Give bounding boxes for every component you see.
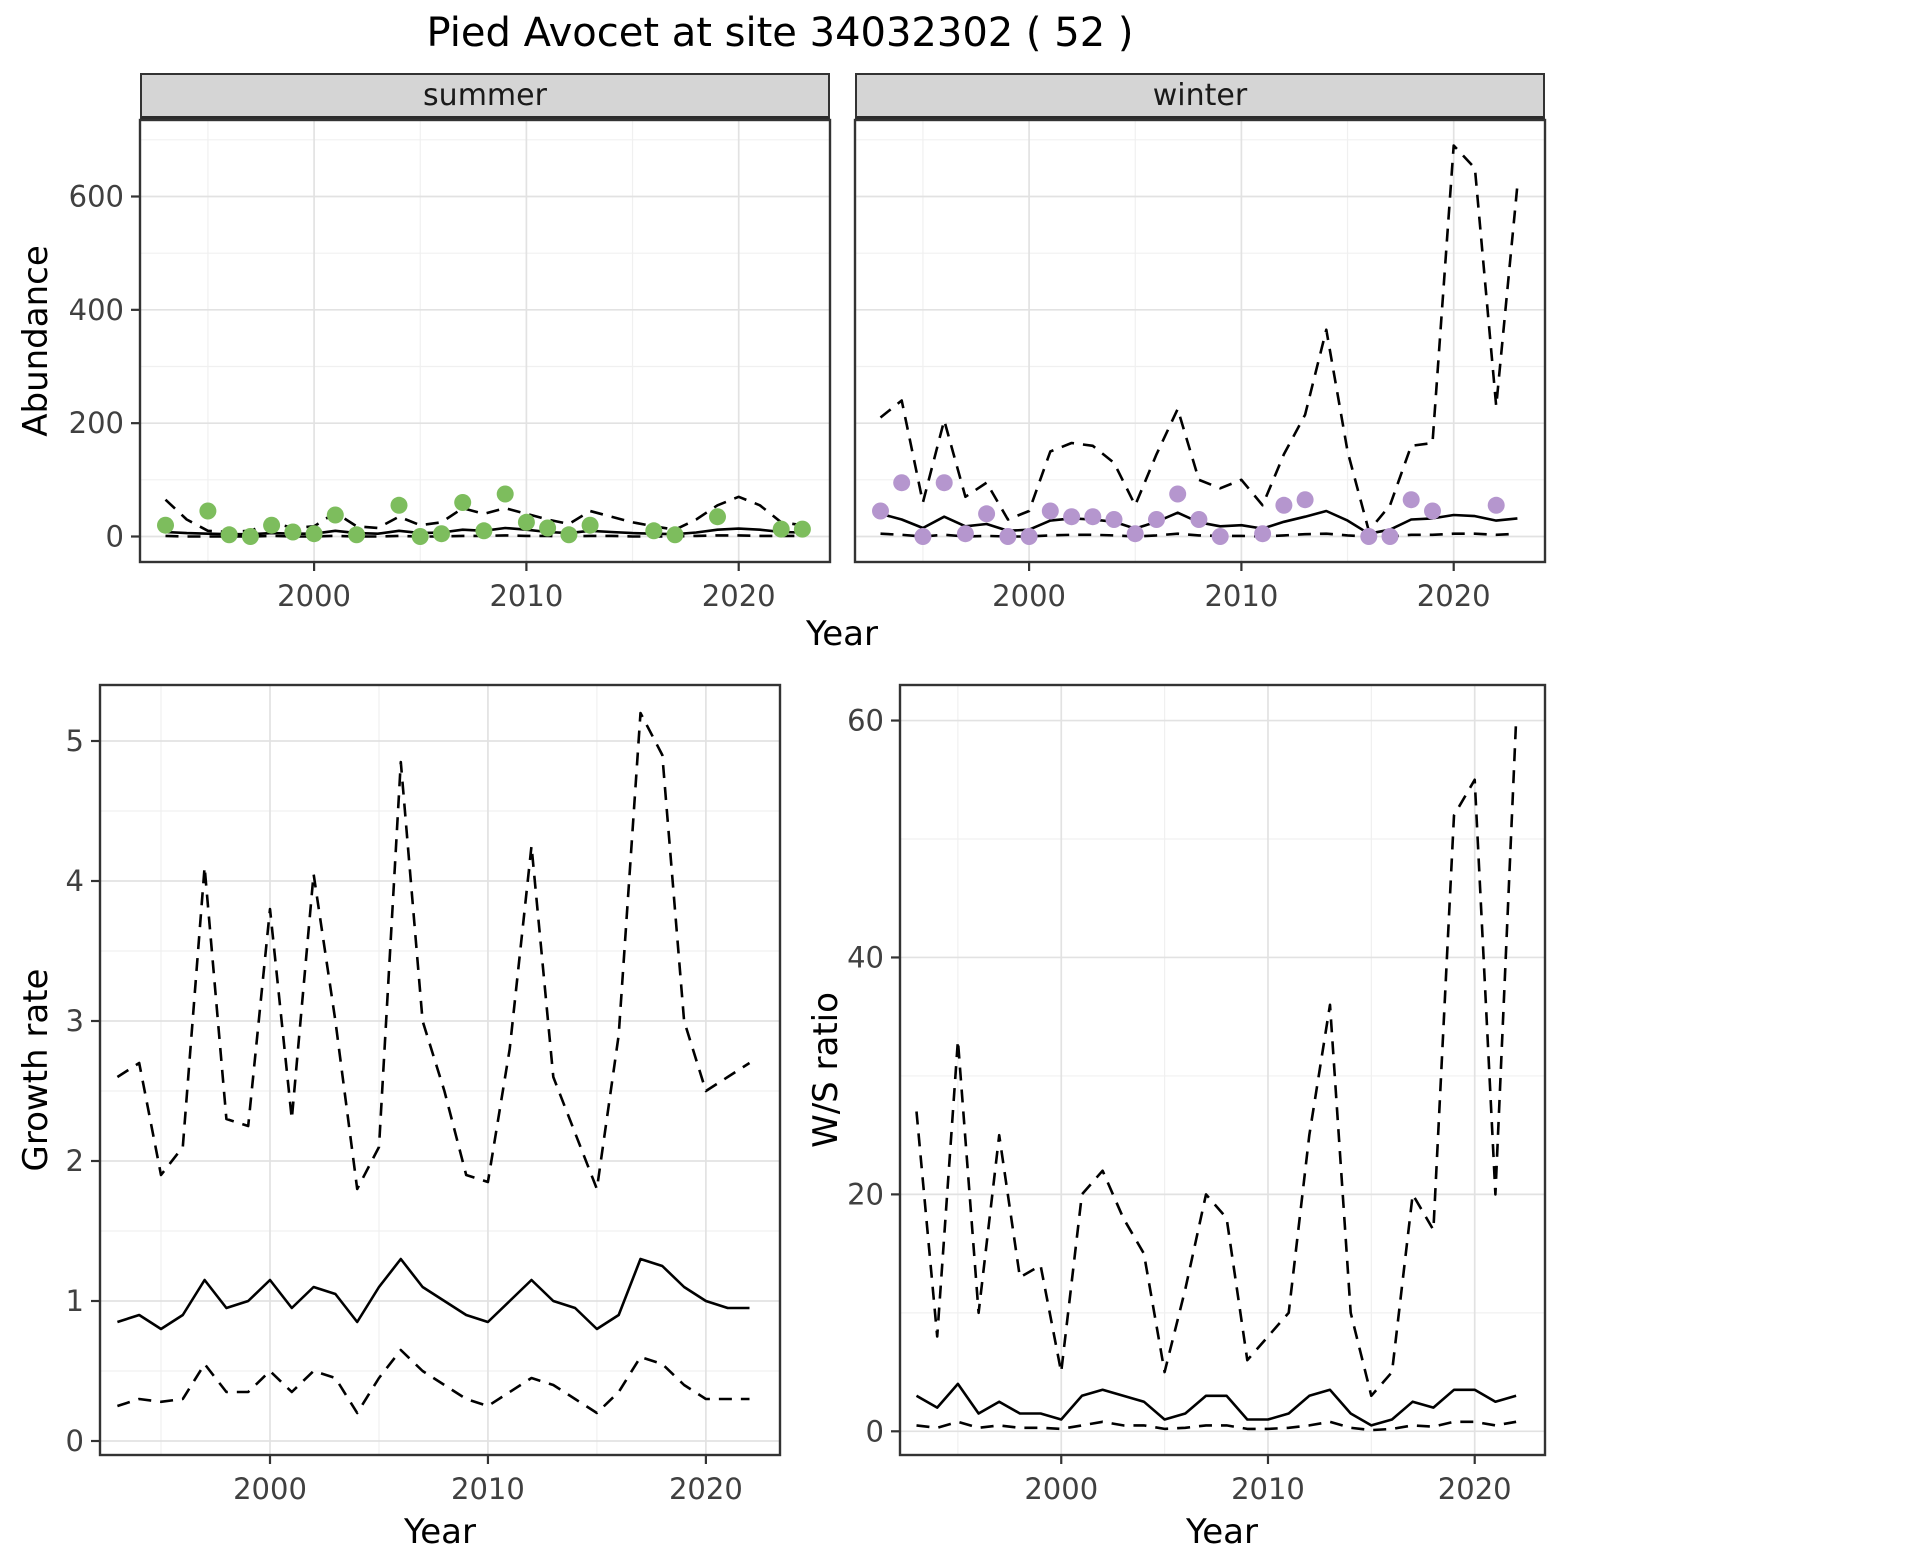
panel-background [855,120,1545,562]
x-tick-label: 2010 [1204,579,1278,613]
observed-winter-counts [872,474,1505,545]
y-tick-label: 1 [66,1284,84,1318]
y-tick-label: 0 [66,1424,84,1458]
facet-strip-summer-label: summer [423,78,547,113]
y-tick-label: 400 [69,293,124,327]
axis-ticks: 2000 2010 2020 [992,562,1491,613]
chart-title: Pied Avocet at site 34032302 ( 52 ) [426,10,1134,56]
facet-strip-winter-label: winter [1152,78,1248,113]
axis-ticks: 2000 2010 2020 0 20 40 60 [847,704,1512,1506]
series-upper-ci [116,711,751,1191]
y-tick-label: 0 [866,1414,884,1448]
growth-year-axis-title: Year [404,1512,476,1552]
x-tick-label: 2000 [233,1472,307,1506]
x-tick-label: 2020 [1417,579,1491,613]
x-tick-label: 2010 [489,579,563,613]
top-year-axis-title: Year [806,614,878,654]
y-tick-label: 5 [66,724,84,758]
series-model-median [117,1257,750,1331]
panel-background [100,685,780,1455]
y-tick-label: 2 [66,1144,84,1178]
observed-summer-counts [157,485,811,545]
ws-year-axis-title: Year [1186,1512,1258,1552]
y-tick-label: 40 [847,940,884,974]
axis-ticks: 2000 2010 2020 0 1 2 3 4 5 [66,724,743,1506]
panel-border [853,118,1547,564]
y-tick-label: 4 [66,864,84,898]
y-tick-label: 200 [69,406,124,440]
y-tick-label: 60 [847,704,884,738]
chart-ws-ratio: 2000 2010 2020 0 20 40 60 [847,683,1547,1506]
series-upper-ci [915,720,1518,1398]
series-model-median [915,1382,1517,1427]
x-tick-label: 2020 [702,579,776,613]
x-tick-label: 2020 [1438,1472,1512,1506]
x-tick-label: 2010 [1231,1472,1305,1506]
y-tick-label: 3 [66,1004,84,1038]
chart-growth-rate: 2000 2010 2020 0 1 2 3 4 5 [66,683,782,1506]
series-lower-ci [880,532,1518,538]
facet-strip-winter: winter [855,73,1545,120]
grid-lines [100,685,780,1455]
panel-background [900,685,1545,1455]
y-tick-label: 600 [69,180,124,214]
chart-abundance-summer: 2000 2010 2020 0 200 400 600 [69,118,832,614]
x-tick-label: 2000 [277,579,351,613]
y-tick-label: 0 [106,520,124,554]
series-lower-ci [117,1348,750,1415]
panel-border [898,683,1547,1457]
x-tick-label: 2020 [669,1472,743,1506]
grid-lines [140,120,830,562]
panel-background [140,120,830,562]
x-tick-label: 2010 [451,1472,525,1506]
facet-strip-summer: summer [140,73,830,120]
panel-border [98,683,782,1457]
x-tick-label: 2000 [1024,1472,1098,1506]
y-tick-label: 20 [847,1177,884,1211]
panel-border [138,118,832,564]
chart-abundance-winter: 2000 2010 2020 [853,118,1547,613]
grid-lines [900,685,1545,1455]
x-tick-label: 2000 [992,579,1066,613]
axis-ticks: 2000 2010 2020 0 200 400 600 [69,180,776,614]
